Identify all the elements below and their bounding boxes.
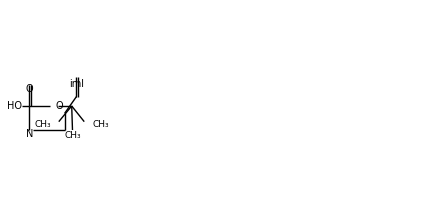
Text: N: N xyxy=(26,129,33,139)
Text: O: O xyxy=(25,84,33,94)
Text: CH₃: CH₃ xyxy=(34,120,51,129)
Text: CH₃: CH₃ xyxy=(64,130,80,139)
Text: O: O xyxy=(55,101,63,111)
Text: CH₃: CH₃ xyxy=(92,120,109,129)
Text: HO: HO xyxy=(6,101,22,111)
Text: iml: iml xyxy=(69,79,84,89)
